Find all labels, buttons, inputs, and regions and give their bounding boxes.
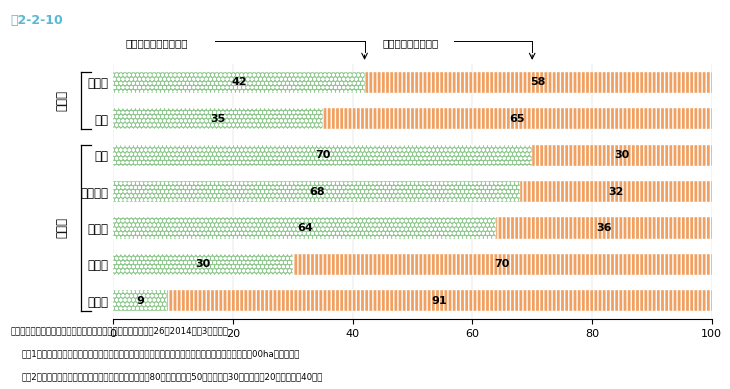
Bar: [113, 290, 167, 311]
Bar: [113, 72, 364, 93]
Bar: [113, 290, 167, 311]
Text: 注：1）基幹的農業水利施設とは、農業用用排水のための利用に供される施設であり、その受益面穁00ha以上のもの: 注：1）基幹的農業水利施設とは、農業用用排水のための利用に供される施設であり、そ…: [22, 349, 300, 358]
Text: 32: 32: [608, 187, 623, 196]
Bar: [364, 72, 712, 93]
Text: 水路等: 水路等: [55, 90, 69, 111]
Bar: [520, 181, 712, 202]
Bar: [532, 145, 712, 166]
Bar: [496, 217, 712, 238]
Bar: [113, 181, 520, 202]
Text: 9: 9: [137, 296, 144, 306]
Bar: [364, 72, 712, 93]
Text: 35: 35: [210, 114, 226, 124]
Text: 70: 70: [315, 150, 331, 160]
Text: 2）各施設の標準耗用年数は次のとおり。谯水池：80年、頭首工：50年、水門：30年、機場：20年、水路：40年等: 2）各施設の標準耗用年数は次のとおり。谯水池：80年、頭首工：50年、水門：30…: [22, 373, 323, 382]
Bar: [3, 3, 70, 38]
Text: 36: 36: [596, 223, 612, 233]
Text: 42: 42: [231, 77, 247, 88]
Bar: [113, 108, 323, 129]
Bar: [520, 181, 712, 202]
Bar: [113, 145, 532, 166]
Text: 30: 30: [196, 259, 210, 269]
Bar: [113, 108, 323, 129]
Bar: [113, 181, 520, 202]
Text: 標準耗用年数超過割合: 標準耗用年数超過割合: [125, 38, 188, 48]
Bar: [167, 290, 712, 311]
Text: 68: 68: [309, 187, 325, 196]
Bar: [113, 254, 293, 275]
Bar: [113, 254, 293, 275]
Bar: [113, 217, 496, 238]
Text: 30: 30: [615, 150, 629, 160]
Text: 図2-2-10: 図2-2-10: [10, 14, 63, 27]
Bar: [293, 254, 712, 275]
Bar: [113, 145, 532, 166]
Bar: [323, 108, 712, 129]
Bar: [532, 145, 712, 166]
Bar: [293, 254, 712, 275]
Text: 91: 91: [431, 296, 447, 306]
Bar: [167, 290, 712, 311]
Text: 標準耗用年数内割合: 標準耗用年数内割合: [383, 38, 439, 48]
Bar: [496, 217, 712, 238]
Text: 資料：農林水産省「農業基盤情報基礎調査」を基に試算（平成26（2014）年3月時点）: 資料：農林水産省「農業基盤情報基礎調査」を基に試算（平成26（2014）年3月時…: [11, 326, 228, 335]
Bar: [113, 72, 364, 93]
Text: 施設等: 施設等: [55, 217, 69, 238]
Text: 64: 64: [297, 223, 312, 233]
Text: 65: 65: [510, 114, 525, 124]
Bar: [323, 108, 712, 129]
Bar: [113, 217, 496, 238]
Text: 基幹的農業水利施設の標準耗用年数超過状況: 基幹的農業水利施設の標準耗用年数超過状況: [77, 14, 245, 27]
Text: 58: 58: [531, 77, 546, 88]
Text: 70: 70: [494, 259, 510, 269]
